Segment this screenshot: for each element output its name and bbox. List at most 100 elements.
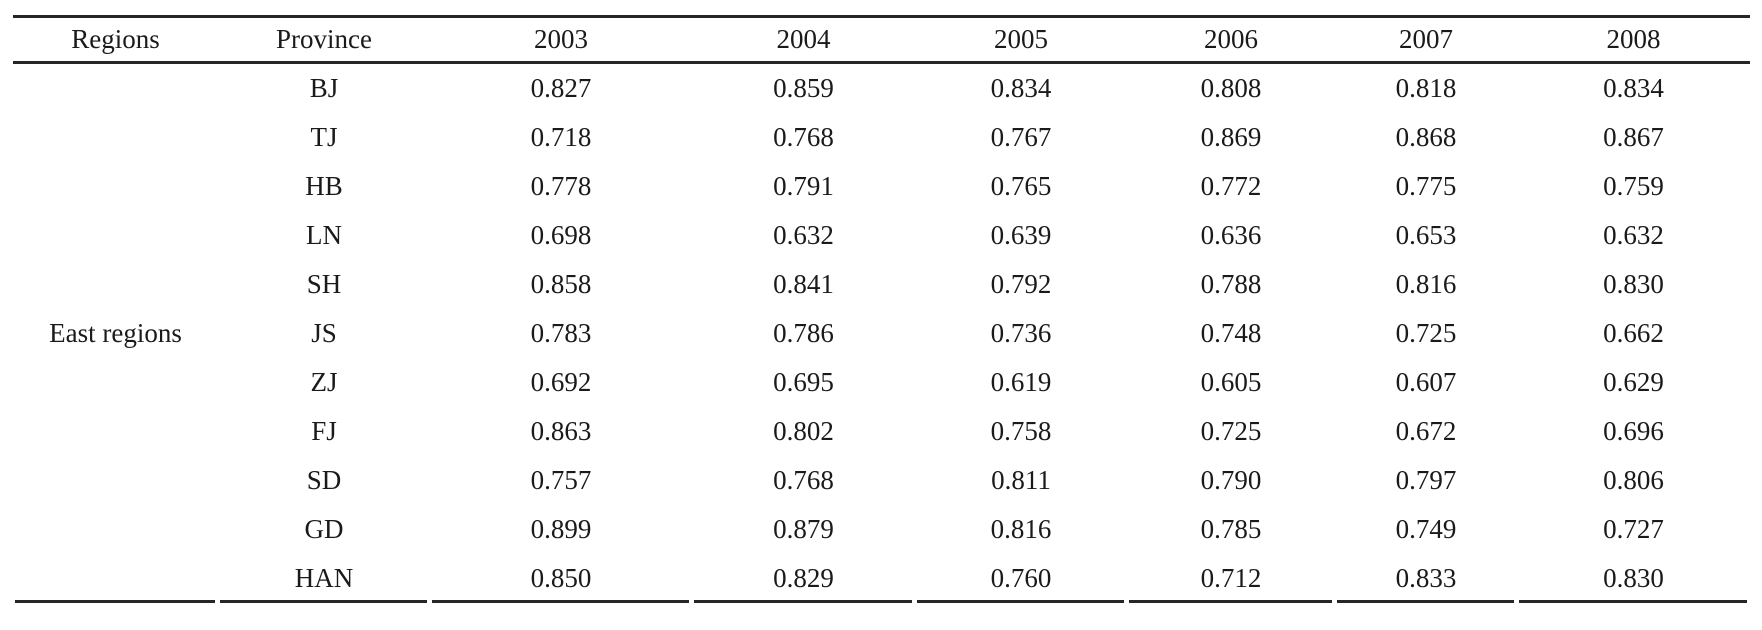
value-cell: 0.816 [990,514,1052,544]
value-cell: 0.788 [1200,269,1262,299]
value-cell: 0.768 [773,465,834,495]
value-cell: 0.757 [530,465,592,495]
value-cell: 0.619 [990,367,1052,397]
col-header-province: Province [218,16,430,64]
value-cell: 0.760 [915,554,1127,603]
province-cell: SD [306,465,342,495]
province-cell: GD [304,514,344,544]
table-row: HAN 0.850 0.829 0.760 0.712 0.833 0.830 [13,554,1750,603]
value-cell: 0.783 [530,318,592,348]
value-cell: 0.758 [990,416,1052,446]
col-header-2007: 2007 [1335,16,1517,64]
value-cell: 0.768 [773,122,834,152]
province-cell: LN [306,220,342,250]
col-header-2004: 2004 [692,16,915,64]
value-cell: 0.863 [530,416,592,446]
table-row: GD 0.899 0.879 0.816 0.785 0.749 0.727 [13,505,1750,554]
province-cell: JS [311,318,337,348]
value-cell: 0.629 [1603,367,1664,397]
value-cell: 0.636 [1200,220,1262,250]
value-cell: 0.662 [1603,318,1664,348]
value-cell: 0.605 [1200,367,1262,397]
value-cell: 0.639 [990,220,1052,250]
value-cell: 0.698 [530,220,592,250]
value-cell: 0.632 [1603,220,1664,250]
value-cell: 0.765 [990,171,1052,201]
value-cell: 0.736 [990,318,1052,348]
value-cell: 0.827 [530,73,592,103]
value-cell: 0.632 [773,220,834,250]
table-row: JS 0.783 0.786 0.736 0.748 0.725 0.662 [13,309,1750,358]
value-cell: 0.725 [1200,416,1262,446]
value-cell: 0.869 [1200,122,1262,152]
province-cell: SH [306,269,342,299]
value-cell: 0.695 [773,367,834,397]
value-cell: 0.834 [1603,73,1664,103]
value-cell: 0.867 [1603,122,1664,152]
col-header-2006: 2006 [1127,16,1335,64]
region-label-cell: East regions [13,63,218,604]
value-cell: 0.772 [1200,171,1262,201]
table-row: FJ 0.863 0.802 0.758 0.725 0.672 0.696 [13,407,1750,456]
value-cell: 0.790 [1200,465,1262,495]
value-cell: 0.841 [773,269,834,299]
value-cell: 0.692 [530,367,592,397]
table-row: HB 0.778 0.791 0.765 0.772 0.775 0.759 [13,162,1750,211]
header-row: Regions Province 2003 2004 2005 2006 200… [13,16,1750,64]
province-cell: BJ [309,73,339,103]
value-cell: 0.767 [990,122,1052,152]
province-cell: HB [305,171,343,201]
value-cell: 0.607 [1395,367,1457,397]
value-cell: 0.712 [1127,554,1335,603]
value-cell: 0.811 [991,465,1051,495]
value-cell: 0.748 [1200,318,1262,348]
table-row: ZJ 0.692 0.695 0.619 0.605 0.607 0.629 [13,358,1750,407]
value-cell: 0.808 [1200,73,1262,103]
value-cell: 0.725 [1395,318,1457,348]
province-cell: HAN [218,554,430,603]
value-cell: 0.718 [530,122,592,152]
province-cell: FJ [311,416,337,446]
col-header-regions: Regions [13,16,218,64]
table-row: TJ 0.718 0.768 0.767 0.869 0.868 0.867 [13,113,1750,162]
value-cell: 0.778 [530,171,592,201]
value-cell: 0.806 [1603,465,1664,495]
value-cell: 0.868 [1395,122,1457,152]
col-header-2003: 2003 [430,16,692,64]
value-cell: 0.818 [1395,73,1457,103]
table-row: SD 0.757 0.768 0.811 0.790 0.797 0.806 [13,456,1750,505]
value-cell: 0.859 [773,73,834,103]
value-cell: 0.653 [1395,220,1457,250]
value-cell: 0.786 [773,318,834,348]
value-cell: 0.879 [773,514,834,544]
value-cell: 0.759 [1603,171,1664,201]
efficiency-table: Regions Province 2003 2004 2005 2006 200… [13,15,1750,603]
value-cell: 0.899 [530,514,592,544]
table-row: SH 0.858 0.841 0.792 0.788 0.816 0.830 [13,260,1750,309]
value-cell: 0.797 [1395,465,1457,495]
province-cell: ZJ [310,367,338,397]
value-cell: 0.775 [1395,171,1457,201]
col-header-2005: 2005 [915,16,1127,64]
value-cell: 0.829 [692,554,915,603]
value-cell: 0.791 [773,171,834,201]
value-cell: 0.802 [773,416,834,446]
table-row: East regions BJ 0.827 0.859 0.834 0.808 0.818 0… [13,63,1750,602]
value-cell: 0.749 [1395,514,1457,544]
table-row: LN 0.698 0.632 0.639 0.636 0.653 0.632 [13,211,1750,260]
value-cell: 0.834 [990,73,1052,103]
value-cell: 0.833 [1335,554,1517,603]
value-cell: 0.830 [1517,554,1750,603]
value-cell: 0.672 [1395,416,1457,446]
value-cell: 0.816 [1395,269,1457,299]
province-cell: TJ [310,122,338,152]
value-cell: 0.696 [1603,416,1664,446]
value-cell: 0.830 [1603,269,1664,299]
value-cell: 0.858 [530,269,592,299]
value-cell: 0.850 [430,554,692,603]
value-cell: 0.785 [1200,514,1262,544]
value-cell: 0.727 [1603,514,1664,544]
col-header-2008: 2008 [1517,16,1750,64]
value-cell: 0.792 [990,269,1052,299]
